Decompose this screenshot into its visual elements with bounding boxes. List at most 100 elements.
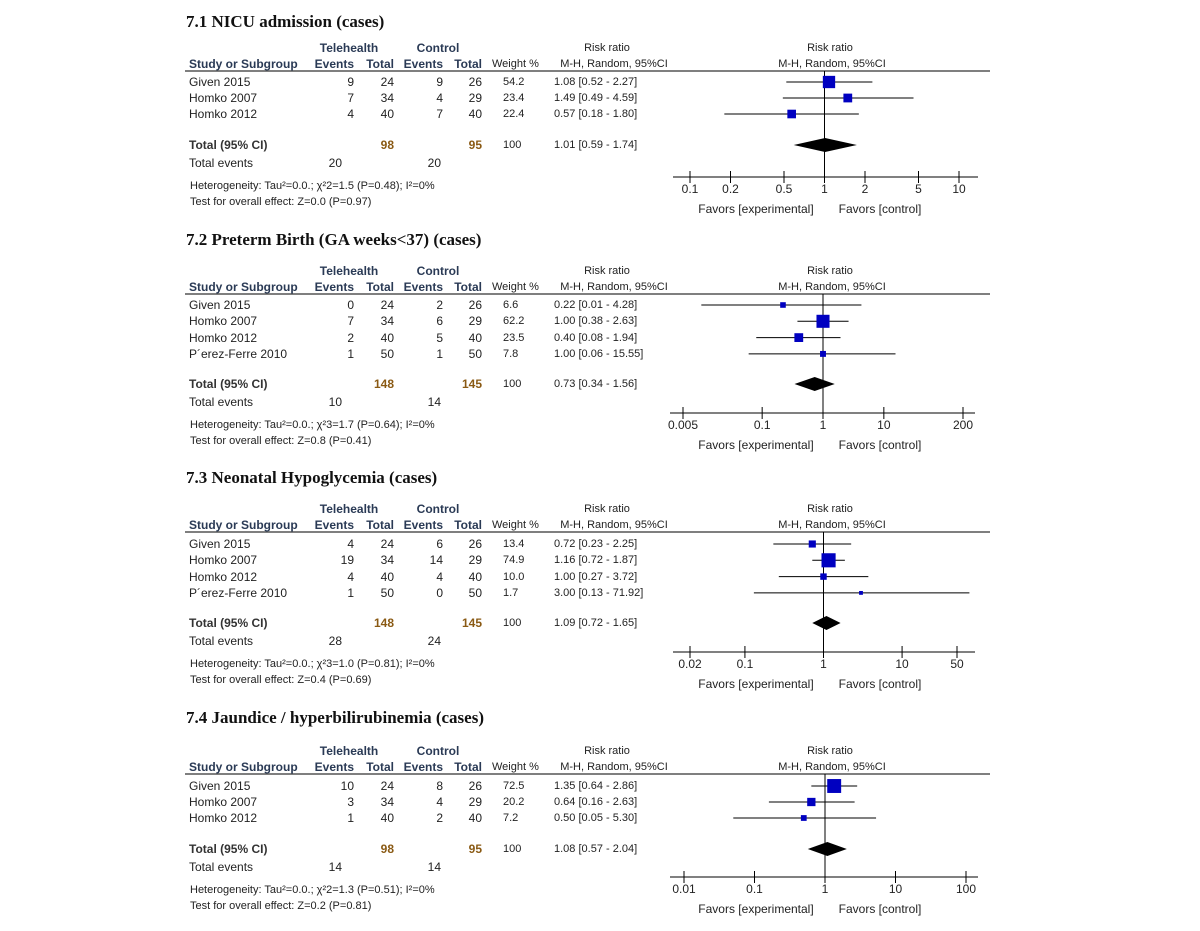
point-estimate-square: [807, 797, 816, 807]
total-risk-ratio-ci: 1.08 [0.57 - 2.04]: [554, 843, 638, 855]
total-weight: 100: [503, 378, 522, 390]
study-name: Homko 2012: [189, 330, 258, 345]
header-events2: Events: [403, 760, 443, 774]
x-tick-label: 200: [952, 418, 974, 432]
x-tick-label: 0.5: [775, 182, 793, 196]
total-ci-label: Total (95% CI): [189, 377, 268, 391]
total-control: 40: [468, 107, 482, 121]
point-estimate-square: [827, 779, 842, 793]
events-control: 7: [436, 107, 443, 121]
events-telehealth: 2: [347, 330, 354, 345]
weight-value: 62.2: [503, 315, 525, 328]
point-estimate-square: [800, 815, 807, 821]
total-n-control: 95: [468, 842, 482, 856]
total-risk-ratio-ci: 0.73 [0.34 - 1.56]: [554, 378, 638, 390]
total-weight: 100: [503, 617, 522, 629]
study-name: Given 2015: [189, 298, 251, 312]
events-control: 6: [436, 537, 443, 551]
events-telehealth: 4: [347, 569, 354, 584]
total-telehealth: 40: [380, 811, 394, 825]
events-control: 0: [436, 585, 443, 600]
header-events1: Events: [314, 57, 354, 71]
panel-title: 7.4 Jaundice / hyperbilirubinemia (cases…: [186, 708, 484, 727]
events-telehealth: 4: [347, 107, 354, 121]
x-tick-label: 5: [915, 182, 922, 196]
total-n-control: 95: [468, 138, 482, 152]
x-tick-label: 10: [895, 657, 909, 671]
heterogeneity-text: Heterogeneity: Tau²=0.0.; χ²2=1.3 (P=0.5…: [190, 884, 435, 896]
x-tick-label: 1: [820, 657, 827, 671]
total-telehealth: 24: [380, 298, 394, 312]
overall-effect-text: Test for overall effect: Z=0.4 (P=0.69): [190, 674, 372, 686]
weight-value: 7.2: [503, 812, 519, 824]
point-estimate-square: [787, 109, 796, 119]
header-plot-risk-ratio: Risk ratio: [807, 503, 853, 515]
total-events-control: 20: [427, 156, 441, 170]
total-events-telehealth: 10: [328, 395, 342, 409]
events-telehealth: 10: [340, 779, 354, 793]
risk-ratio-ci: 0.57 [0.18 - 1.80]: [554, 108, 638, 120]
header-risk-ratio: Risk ratio: [584, 42, 630, 54]
x-tick-label: 0.2: [722, 182, 739, 196]
events-control: 4: [436, 795, 443, 809]
overall-effect-text: Test for overall effect: Z=0.2 (P=0.81): [190, 900, 372, 912]
weight-value: 54.2: [503, 76, 525, 88]
total-weight: 100: [503, 843, 522, 855]
total-telehealth: 34: [380, 91, 394, 105]
weight-value: 10.0: [503, 570, 525, 583]
header-total1: Total: [366, 57, 394, 71]
study-name: Given 2015: [189, 779, 251, 793]
point-estimate-square: [816, 314, 830, 328]
header-method: M-H, Random, 95%CI: [560, 281, 668, 293]
header-total2: Total: [454, 280, 482, 294]
risk-ratio-ci: 1.49 [0.49 - 4.59]: [554, 92, 638, 104]
header-events1: Events: [314, 280, 354, 294]
total-telehealth: 50: [380, 346, 394, 361]
events-telehealth: 0: [347, 298, 354, 312]
header-study: Study or Subgroup: [189, 57, 298, 71]
total-telehealth: 34: [380, 795, 394, 809]
point-estimate-square: [808, 540, 816, 548]
favors-control-label: Favors [control]: [838, 438, 922, 452]
header-group1: Telehealth: [319, 502, 379, 516]
total-ci-label: Total (95% CI): [189, 616, 268, 630]
total-control: 50: [468, 585, 482, 600]
weight-value: 74.9: [503, 554, 525, 567]
x-tick-label: 0.02: [678, 657, 702, 671]
study-name: Homko 2007: [189, 553, 258, 568]
x-tick-label: 1: [819, 418, 827, 432]
risk-ratio-ci: 0.40 [0.08 - 1.94]: [554, 331, 638, 344]
header-plot-method: M-H, Random, 95%CI: [778, 281, 886, 293]
header-weight: Weight %: [492, 58, 539, 70]
total-telehealth: 24: [380, 537, 394, 551]
events-control: 6: [436, 314, 443, 329]
weight-value: 7.8: [503, 347, 519, 360]
total-ci-label: Total (95% CI): [189, 138, 268, 152]
x-tick-label: 0.005: [667, 418, 699, 432]
header-group1: Telehealth: [319, 744, 379, 758]
risk-ratio-ci: 1.16 [0.72 - 1.87]: [554, 554, 638, 567]
header-events2: Events: [403, 57, 443, 71]
study-name: Given 2015: [189, 75, 251, 89]
total-ci-label: Total (95% CI): [189, 842, 268, 856]
header-plot-method: M-H, Random, 95%CI: [778, 58, 886, 70]
events-telehealth: 1: [347, 811, 354, 825]
x-tick-label: 50: [950, 657, 964, 671]
total-control: 26: [468, 298, 482, 312]
risk-ratio-ci: 0.72 [0.23 - 2.25]: [554, 538, 638, 550]
total-control: 29: [468, 91, 482, 105]
header-weight: Weight %: [492, 761, 539, 773]
total-control: 26: [468, 75, 482, 89]
total-events-control: 24: [427, 634, 441, 648]
events-telehealth: 19: [340, 553, 354, 568]
risk-ratio-ci: 0.64 [0.16 - 2.63]: [554, 796, 638, 808]
favors-experimental-label: Favors [experimental]: [698, 677, 814, 691]
header-events1: Events: [314, 518, 354, 532]
header-study: Study or Subgroup: [189, 280, 298, 294]
x-tick-label: 10: [952, 182, 966, 196]
total-events-telehealth: 28: [328, 634, 342, 648]
weight-value: 1.7: [503, 586, 519, 599]
pooled-diamond: [807, 842, 847, 856]
header-total2: Total: [454, 518, 482, 532]
header-weight: Weight %: [492, 281, 539, 293]
